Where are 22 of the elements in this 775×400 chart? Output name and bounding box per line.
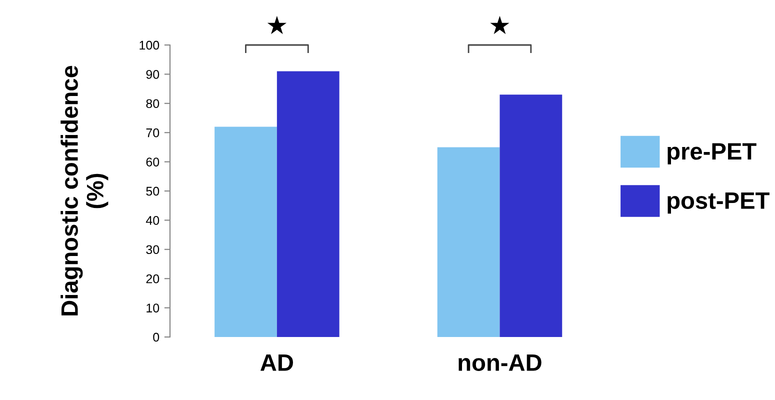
text: ★	[267, 16, 287, 34]
y-tick-label: 100	[140, 40, 160, 50]
y-tick-label: 40	[146, 216, 160, 225]
y-axis-title: Diagnostic confidence (%)	[60, 66, 108, 316]
x-tick-label: non-AD	[458, 354, 542, 372]
y-tick-label: 30	[146, 245, 160, 254]
y-tick-label: 60	[146, 158, 160, 166]
text: ★	[490, 16, 510, 34]
bar	[437, 147, 500, 337]
legend-label: post-PET	[668, 192, 770, 214]
bar	[500, 94, 562, 337]
y-tick-label: 80	[146, 99, 160, 108]
y-tick-label: 20	[146, 274, 160, 284]
y-tick-label: 70	[146, 128, 160, 138]
bar	[214, 126, 277, 337]
legend-label: pre-PET	[668, 143, 756, 164]
bar	[276, 71, 340, 337]
y-tick-label: 10	[146, 304, 160, 312]
y-tick-label: 50	[146, 186, 160, 196]
x-tick-label: AD	[260, 354, 293, 371]
y-tick-label: 0	[153, 332, 160, 342]
y-tick-label: 90	[146, 70, 160, 79]
